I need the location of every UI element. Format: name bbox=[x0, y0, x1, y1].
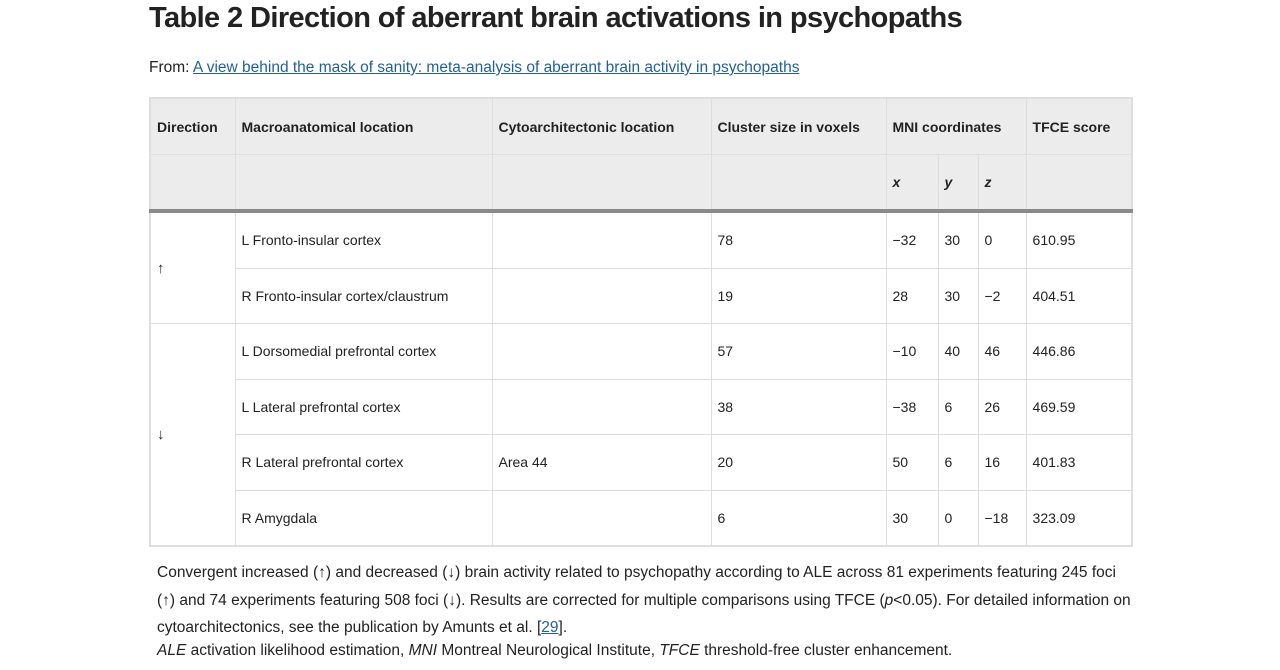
x-cell: −32 bbox=[885, 210, 939, 269]
source-article-link[interactable]: A view behind the mask of sanity: meta-a… bbox=[192, 59, 800, 76]
table-row: ↓ L Dorsomedial prefrontal cortex 57 −10… bbox=[149, 323, 1133, 547]
abbr-term: TFCE bbox=[659, 642, 700, 659]
y-cell: 0 bbox=[937, 489, 979, 547]
page-title: Table 2 Direction of aberrant brain acti… bbox=[149, 2, 963, 34]
direction-down-arrow-icon: ↓ bbox=[149, 323, 236, 547]
y-cell: 40 bbox=[937, 323, 979, 380]
abbr-definition: threshold-free cluster enhancement. bbox=[699, 642, 953, 659]
header-direction: Direction bbox=[149, 97, 236, 155]
cyto-cell bbox=[491, 267, 712, 324]
tfce-cell: 323.09 bbox=[1025, 489, 1133, 547]
from-prefix: From: bbox=[149, 59, 190, 76]
header-cytoarchitectonic: Cytoarchitectonic location bbox=[491, 97, 712, 155]
subheader-empty bbox=[1025, 154, 1133, 213]
header-x: x bbox=[885, 154, 939, 213]
subheader-empty bbox=[149, 154, 236, 213]
z-cell: 26 bbox=[977, 378, 1027, 435]
macro-cell: R Lateral prefrontal cortex bbox=[234, 434, 493, 491]
tfce-cell: 401.83 bbox=[1025, 434, 1133, 491]
subheader-empty bbox=[234, 154, 493, 213]
header-tfce: TFCE score bbox=[1025, 97, 1133, 155]
x-cell: −10 bbox=[885, 323, 939, 380]
direction-up-arrow-icon: ↑ bbox=[149, 210, 236, 324]
y-cell: 6 bbox=[937, 378, 979, 435]
x-cell: −38 bbox=[885, 378, 939, 435]
cluster-cell: 78 bbox=[710, 210, 887, 269]
abbr-term: ALE bbox=[157, 642, 187, 659]
cluster-cell: 20 bbox=[710, 434, 887, 491]
macro-cell: L Fronto-insular cortex bbox=[234, 210, 493, 269]
tfce-cell: 610.95 bbox=[1025, 210, 1133, 269]
table-caption: Convergent increased (↑) and decreased (… bbox=[157, 559, 1132, 642]
x-cell: 50 bbox=[885, 434, 939, 491]
caption-p-symbol: p bbox=[884, 591, 894, 609]
macro-cell: L Lateral prefrontal cortex bbox=[234, 378, 493, 435]
tfce-cell: 404.51 bbox=[1025, 267, 1133, 324]
table-row: R Amygdala 6 30 0 −18 323.09 bbox=[150, 489, 1133, 547]
macro-cell: R Amygdala bbox=[234, 489, 493, 547]
caption-text: ]. bbox=[558, 619, 568, 636]
z-cell: 46 bbox=[977, 323, 1027, 380]
tfce-cell: 446.86 bbox=[1025, 323, 1133, 380]
source-line: From: A view behind the mask of sanity: … bbox=[149, 59, 799, 77]
z-cell: 0 bbox=[977, 210, 1027, 269]
header-y: y bbox=[937, 154, 979, 213]
caption-text: <0.05). For detailed information on cyto… bbox=[157, 591, 1131, 637]
macro-cell: L Dorsomedial prefrontal cortex bbox=[234, 323, 493, 380]
header-cluster-size: Cluster size in voxels bbox=[710, 97, 887, 155]
cyto-cell bbox=[491, 489, 712, 547]
y-cell: 6 bbox=[937, 434, 979, 491]
header-mni-coordinates: MNI coordinates bbox=[885, 97, 1027, 155]
x-cell: 30 bbox=[885, 489, 939, 547]
y-cell: 30 bbox=[937, 267, 979, 324]
header-row: Direction Macroanatomical location Cytoa… bbox=[149, 97, 1133, 155]
tfce-cell: 469.59 bbox=[1025, 378, 1133, 435]
abbr-term: MNI bbox=[408, 642, 438, 659]
subheader-empty bbox=[710, 154, 887, 213]
header-macroanatomical: Macroanatomical location bbox=[234, 97, 493, 155]
cluster-cell: 57 bbox=[710, 323, 887, 380]
table-row: R Fronto-insular cortex/claustrum 19 28 … bbox=[150, 267, 1133, 324]
cluster-cell: 19 bbox=[710, 267, 887, 324]
header-z: z bbox=[977, 154, 1027, 213]
results-table: Direction Macroanatomical location Cytoa… bbox=[149, 97, 1134, 547]
reference-link[interactable]: 29 bbox=[541, 619, 559, 636]
table-row: ↑ L Fronto-insular cortex 78 −32 30 0 61… bbox=[149, 210, 1133, 324]
cyto-cell: Area 44 bbox=[491, 434, 712, 491]
caption-text: Convergent increased (↑) and decreased (… bbox=[157, 564, 1116, 609]
subheader-empty bbox=[491, 154, 712, 213]
macro-cell: R Fronto-insular cortex/claustrum bbox=[234, 267, 493, 324]
abbr-definition: activation likelihood estimation, bbox=[186, 642, 409, 659]
z-cell: −2 bbox=[977, 267, 1027, 324]
abbr-definition: Montreal Neurological Institute, bbox=[437, 642, 660, 659]
z-cell: 16 bbox=[977, 434, 1027, 491]
z-cell: −18 bbox=[977, 489, 1027, 547]
table-row: L Lateral prefrontal cortex 38 −38 6 26 … bbox=[150, 378, 1133, 435]
abbreviations-line: ALE activation likelihood estimation, MN… bbox=[157, 642, 952, 660]
cluster-cell: 6 bbox=[710, 489, 887, 547]
cyto-cell bbox=[491, 323, 712, 380]
cluster-cell: 38 bbox=[710, 378, 887, 435]
x-cell: 28 bbox=[885, 267, 939, 324]
y-cell: 30 bbox=[937, 210, 979, 269]
table-row: R Lateral prefrontal cortex Area 44 20 5… bbox=[150, 434, 1133, 491]
subheader-row: x y z bbox=[149, 154, 1133, 213]
cyto-cell bbox=[491, 378, 712, 435]
cyto-cell bbox=[491, 210, 712, 269]
